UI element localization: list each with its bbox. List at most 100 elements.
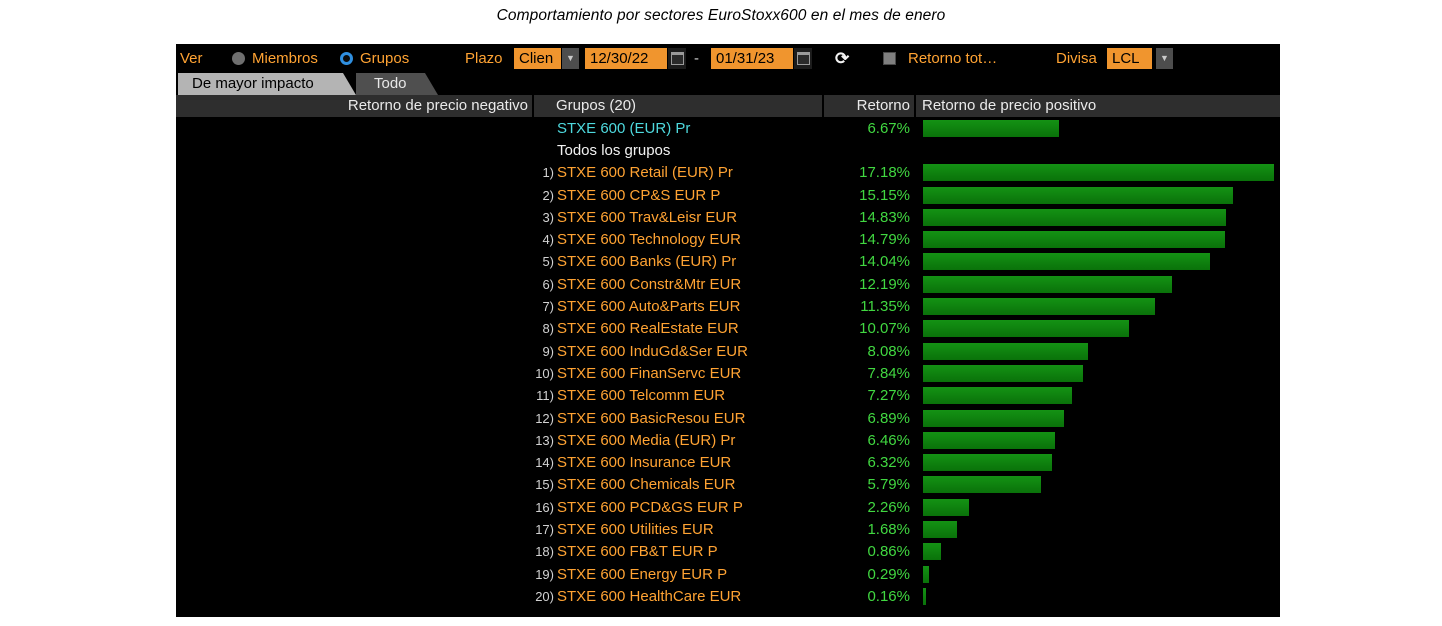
row-rank: 6)	[542, 276, 554, 292]
grupos-radio-label[interactable]: Grupos	[360, 50, 410, 67]
return-bar	[923, 565, 929, 583]
return-value: 6.89%	[867, 409, 910, 427]
toolbar: Ver Miembros Grupos Plazo Clien ▼ 12/30/…	[176, 44, 1280, 73]
divisa-label: Divisa	[1056, 50, 1097, 67]
security-name[interactable]: STXE 600 Media (EUR) Pr	[557, 431, 736, 449]
retorno-total-checkbox[interactable]	[883, 52, 896, 65]
refresh-icon[interactable]: ⟳	[835, 49, 850, 68]
table-row[interactable]: 3) STXE 600 Trav&Leisr EUR 14.83%	[176, 206, 1280, 228]
header-grupos[interactable]: Grupos (20)	[534, 95, 822, 117]
calendar-icon[interactable]	[794, 48, 812, 69]
security-name[interactable]: STXE 600 Auto&Parts EUR	[557, 298, 741, 316]
tab-todo[interactable]: Todo	[356, 73, 438, 95]
security-name[interactable]: STXE 600 Constr&Mtr EUR	[557, 275, 742, 293]
tab-de-mayor-impacto[interactable]: De mayor impacto	[178, 73, 356, 95]
return-bar	[923, 342, 1089, 360]
security-name[interactable]: STXE 600 CP&S EUR P	[557, 186, 721, 204]
security-name[interactable]: STXE 600 PCD&GS EUR P	[557, 498, 743, 516]
group-cell: 1) STXE 600 Retail (EUR) Pr	[534, 164, 824, 181]
security-name[interactable]: STXE 600 Banks (EUR) Pr	[557, 253, 737, 271]
table-row[interactable]: 5) STXE 600 Banks (EUR) Pr 14.04%	[176, 251, 1280, 273]
header-retorno-negativo: Retorno de precio negativo	[176, 95, 532, 117]
security-name[interactable]: STXE 600 Trav&Leisr EUR	[557, 208, 738, 226]
return-value: 7.84%	[867, 364, 910, 382]
security-name[interactable]: STXE 600 FB&T EUR P	[557, 543, 718, 561]
security-name[interactable]: STXE 600 BasicResou EUR	[557, 409, 746, 427]
return-value: 0.29%	[867, 565, 910, 583]
row-rank: 20)	[535, 588, 554, 604]
security-name[interactable]: STXE 600 Utilities EUR	[557, 520, 714, 538]
table-row[interactable]: 6) STXE 600 Constr&Mtr EUR 12.19%	[176, 273, 1280, 295]
table-row[interactable]: 20) STXE 600 HealthCare EUR 0.16%	[176, 585, 1280, 607]
security-name[interactable]: STXE 600 Telcomm EUR	[557, 387, 726, 405]
security-name[interactable]: STXE 600 Chemicals EUR	[557, 476, 736, 494]
table-row[interactable]: 10) STXE 600 FinanServc EUR 7.84%	[176, 362, 1280, 384]
chevron-down-icon[interactable]: ▼	[562, 48, 579, 69]
return-bar	[923, 119, 1060, 137]
return-bar	[923, 208, 1226, 226]
end-date-field[interactable]: 01/31/23	[711, 48, 793, 69]
return-value: 1.68%	[867, 520, 910, 538]
group-label-row[interactable]: Todos los grupos	[176, 139, 1280, 161]
security-name[interactable]: Todos los grupos	[557, 141, 671, 159]
plazo-label: Plazo	[465, 50, 503, 67]
divisa-select[interactable]: LCL	[1107, 48, 1152, 69]
security-name[interactable]: STXE 600 Retail (EUR) Pr	[557, 164, 733, 182]
security-name[interactable]: STXE 600 (EUR) Pr	[557, 119, 691, 137]
start-date-field[interactable]: 12/30/22	[585, 48, 667, 69]
ver-menu[interactable]: Ver	[180, 50, 203, 67]
table-row[interactable]: 19) STXE 600 Energy EUR P 0.29%	[176, 563, 1280, 585]
return-value: 6.67%	[867, 119, 910, 137]
return-bar	[923, 275, 1173, 293]
table-row[interactable]: 17) STXE 600 Utilities EUR 1.68%	[176, 518, 1280, 540]
security-name[interactable]: STXE 600 FinanServc EUR	[557, 364, 742, 382]
return-value: 0.86%	[867, 543, 910, 561]
grupos-radio-icon[interactable]	[340, 52, 353, 65]
return-bar	[923, 431, 1055, 449]
return-bar	[923, 186, 1233, 204]
miembros-radio-icon[interactable]	[232, 52, 245, 65]
return-value: 5.79%	[867, 476, 910, 494]
miembros-radio-label[interactable]: Miembros	[252, 50, 318, 67]
table-row[interactable]: 2) STXE 600 CP&S EUR P 15.15%	[176, 184, 1280, 206]
chevron-down-icon[interactable]: ▼	[1156, 48, 1173, 69]
group-cell: 12) STXE 600 BasicResou EUR	[534, 410, 824, 427]
table-row[interactable]: 4) STXE 600 Technology EUR 14.79%	[176, 228, 1280, 250]
return-bar	[923, 454, 1053, 472]
calendar-icon[interactable]	[668, 48, 686, 69]
table-row[interactable]: 12) STXE 600 BasicResou EUR 6.89%	[176, 407, 1280, 429]
terminal-window: Ver Miembros Grupos Plazo Clien ▼ 12/30/…	[176, 44, 1280, 617]
header-retorno[interactable]: Retorno	[824, 95, 914, 117]
positive-bar-cell	[914, 186, 1280, 204]
retorno-total-label[interactable]: Retorno tot…	[908, 50, 998, 67]
security-name[interactable]: STXE 600 InduGd&Ser EUR	[557, 342, 748, 360]
row-rank: 15)	[535, 477, 554, 493]
table-row[interactable]: 15) STXE 600 Chemicals EUR 5.79%	[176, 474, 1280, 496]
index-row[interactable]: STXE 600 (EUR) Pr 6.67%	[176, 117, 1280, 139]
security-name[interactable]: STXE 600 Technology EUR	[557, 231, 741, 249]
security-name[interactable]: STXE 600 HealthCare EUR	[557, 587, 742, 605]
header-retorno-positivo: Retorno de precio positivo	[916, 95, 1280, 117]
row-rank: 7)	[542, 299, 554, 315]
table-row[interactable]: 14) STXE 600 Insurance EUR 6.32%	[176, 451, 1280, 473]
security-name[interactable]: STXE 600 Energy EUR P	[557, 565, 728, 583]
security-name[interactable]: STXE 600 RealEstate EUR	[557, 320, 739, 338]
table-row[interactable]: 7) STXE 600 Auto&Parts EUR 11.35%	[176, 295, 1280, 317]
security-name[interactable]: STXE 600 Insurance EUR	[557, 454, 732, 472]
return-value: 14.83%	[859, 208, 910, 226]
table-row[interactable]: 16) STXE 600 PCD&GS EUR P 2.26%	[176, 496, 1280, 518]
table-row[interactable]: 9) STXE 600 InduGd&Ser EUR 8.08%	[176, 340, 1280, 362]
table-row[interactable]: 8) STXE 600 RealEstate EUR 10.07%	[176, 318, 1280, 340]
plazo-select[interactable]: Clien	[514, 48, 561, 69]
return-bar	[923, 520, 958, 538]
return-value: 14.04%	[859, 253, 910, 271]
return-value: 11.35%	[860, 298, 910, 316]
table-row[interactable]: 1) STXE 600 Retail (EUR) Pr 17.18%	[176, 162, 1280, 184]
positive-bar-cell	[914, 208, 1280, 226]
table-row[interactable]: 18) STXE 600 FB&T EUR P 0.86%	[176, 541, 1280, 563]
group-cell: 18) STXE 600 FB&T EUR P	[534, 543, 824, 560]
table-row[interactable]: 11) STXE 600 Telcomm EUR 7.27%	[176, 385, 1280, 407]
table-row[interactable]: 13) STXE 600 Media (EUR) Pr 6.46%	[176, 429, 1280, 451]
calendar-glyph	[670, 52, 684, 65]
return-bar	[923, 253, 1210, 271]
